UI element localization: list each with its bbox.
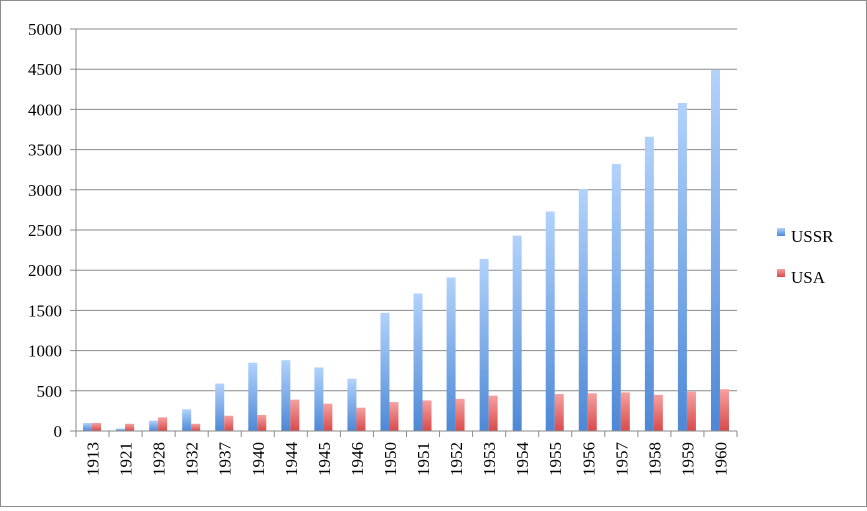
y-tick-label: 1500	[28, 301, 62, 320]
bar-usa-1937	[224, 415, 234, 431]
y-tick-label: 500	[37, 382, 63, 401]
y-tick-label: 2500	[28, 221, 62, 240]
bar-ussr-1932	[182, 409, 192, 431]
x-tick-label: 1958	[645, 442, 664, 476]
legend-swatch-ussr	[777, 228, 785, 236]
x-tick-label: 1940	[249, 442, 268, 476]
bar-ussr-1956	[578, 188, 588, 431]
bar-ussr-1937	[215, 383, 225, 431]
bar-ussr-1944	[281, 360, 291, 431]
bar-usa-1955	[554, 394, 564, 431]
y-tick-label: 2000	[28, 261, 62, 280]
bar-usa-1944	[290, 399, 300, 431]
bar-ussr-1960	[710, 70, 720, 431]
legend: USSR USA	[777, 227, 834, 287]
bar-usa-1958	[653, 394, 663, 431]
bar-usa-1956	[587, 393, 597, 431]
bar-usa-1940	[257, 414, 267, 431]
legend-swatch-usa	[777, 269, 785, 277]
x-tick-label: 1959	[678, 442, 697, 476]
bar-usa-1945	[323, 403, 333, 431]
bar-ussr-1946	[347, 378, 357, 431]
x-tick-label: 1946	[348, 442, 367, 476]
x-tick-label: 1944	[282, 442, 301, 477]
x-tick-label: 1957	[612, 442, 631, 477]
bars	[83, 70, 729, 431]
x-tick-label: 1956	[579, 442, 598, 476]
bar-usa-1932	[191, 423, 201, 431]
bar-usa-1957	[620, 392, 630, 431]
y-tick-label: 0	[54, 422, 63, 441]
x-tick-label: 1954	[513, 442, 532, 477]
x-tick-label: 1921	[117, 442, 136, 476]
y-tick-label: 3000	[28, 181, 62, 200]
legend-label-ussr: USSR	[791, 227, 834, 246]
bar-ussr-1953	[479, 258, 489, 431]
bar-ussr-1954	[512, 235, 522, 431]
x-tick-label: 1913	[84, 442, 103, 476]
bar-ussr-1921	[116, 428, 126, 431]
legend-label-usa: USA	[791, 268, 826, 287]
bar-usa-1913	[92, 422, 102, 431]
x-tick-label: 1953	[480, 442, 499, 476]
bar-ussr-1940	[248, 362, 258, 431]
bar-usa-1951	[422, 400, 432, 431]
bar-ussr-1959	[677, 102, 687, 431]
bar-ussr-1913	[83, 422, 93, 431]
gridlines	[76, 28, 737, 392]
bar-ussr-1952	[446, 277, 456, 431]
x-tick-label: 1951	[414, 442, 433, 476]
x-tick-label: 1955	[546, 442, 565, 476]
x-tick-labels: 1913 1921 1928 1932 1937 1940 1944 1945 1946 1950…	[84, 442, 731, 477]
x-tick-label: 1960	[711, 442, 730, 476]
y-tick-label: 3500	[28, 141, 62, 160]
y-tick-labels: 0 500 1000 1500 2000 2500 3000 3500 4000 4500 5000	[28, 20, 62, 441]
bar-usa-1952	[455, 398, 465, 431]
y-tick-label: 5000	[28, 20, 62, 39]
bar-ussr-1945	[314, 367, 324, 431]
y-tick-label: 4500	[28, 60, 62, 79]
y-tick-label: 4000	[28, 100, 62, 119]
x-tick-label: 1928	[150, 442, 169, 476]
bar-usa-1946	[356, 407, 366, 431]
bar-ussr-1957	[611, 164, 621, 431]
bar-ussr-1955	[545, 211, 555, 431]
bar-ussr-1928	[149, 420, 159, 431]
bar-usa-1960	[719, 389, 729, 431]
x-tick-label: 1932	[183, 442, 202, 476]
x-tick-label: 1945	[315, 442, 334, 476]
bar-usa-1928	[158, 417, 168, 431]
bar-ussr-1950	[380, 312, 390, 431]
bar-ussr-1951	[413, 293, 423, 431]
bar-usa-1959	[686, 391, 696, 431]
bar-ussr-1958	[644, 136, 654, 431]
bar-usa-1950	[389, 402, 399, 431]
x-tick-label: 1950	[381, 442, 400, 476]
x-tick-label: 1952	[447, 442, 466, 476]
x-tick-label: 1937	[216, 442, 235, 477]
axes	[70, 28, 738, 437]
bar-usa-1921	[125, 423, 135, 431]
y-tick-label: 1000	[28, 342, 62, 361]
bar-usa-1953	[488, 395, 498, 431]
